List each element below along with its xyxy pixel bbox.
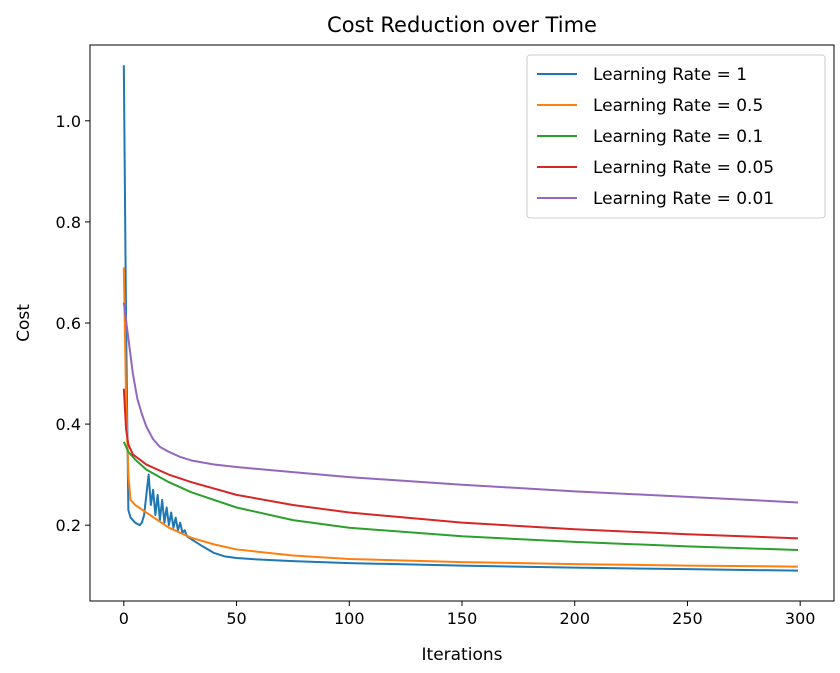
legend-label-4: Learning Rate = 0.01 — [593, 189, 774, 209]
y-axis-title: Cost — [14, 304, 34, 342]
x-tick-label-4: 200 — [559, 609, 590, 628]
y-tick-label-2: 0.6 — [56, 314, 81, 333]
series-line-3 — [122, 388, 798, 540]
legend-label-1: Learning Rate = 0.5 — [593, 96, 763, 116]
x-axis-title: Iterations — [422, 645, 503, 665]
legend-label-0: Learning Rate = 1 — [593, 65, 747, 85]
legend-box — [526, 54, 826, 219]
plot-area: 0 50 100 150 200 250 300 0.2 0.4 0.6 0.8 1.0 — [56, 44, 835, 628]
series-line-1 — [122, 267, 798, 568]
legend-label-2: Learning Rate = 0.1 — [593, 127, 763, 147]
series-layer — [122, 65, 798, 572]
legend-label-3: Learning Rate = 0.05 — [593, 158, 774, 178]
x-tick-label-2: 100 — [334, 609, 365, 628]
y-tick-label-4: 1.0 — [56, 112, 81, 131]
legend: Learning Rate = 1 Learning Rate = 0.5 Lear… — [526, 54, 826, 219]
series-line-4 — [122, 302, 798, 504]
y-tick-label-0: 0.2 — [56, 516, 81, 535]
x-tick-label-5: 250 — [672, 609, 703, 628]
y-tick-label-3: 0.8 — [56, 213, 81, 232]
x-tick-label-1: 50 — [226, 609, 246, 628]
series-line-2 — [122, 441, 798, 551]
x-axis: 0 50 100 150 200 250 300 — [119, 601, 816, 628]
x-tick-label-6: 300 — [785, 609, 816, 628]
x-tick-label-0: 0 — [119, 609, 129, 628]
y-tick-label-1: 0.4 — [56, 415, 81, 434]
y-axis: 0.2 0.4 0.6 0.8 1.0 — [56, 112, 90, 535]
series-line-0 — [122, 65, 798, 572]
x-tick-label-3: 150 — [447, 609, 478, 628]
chart-title: Cost Reduction over Time — [327, 13, 597, 37]
